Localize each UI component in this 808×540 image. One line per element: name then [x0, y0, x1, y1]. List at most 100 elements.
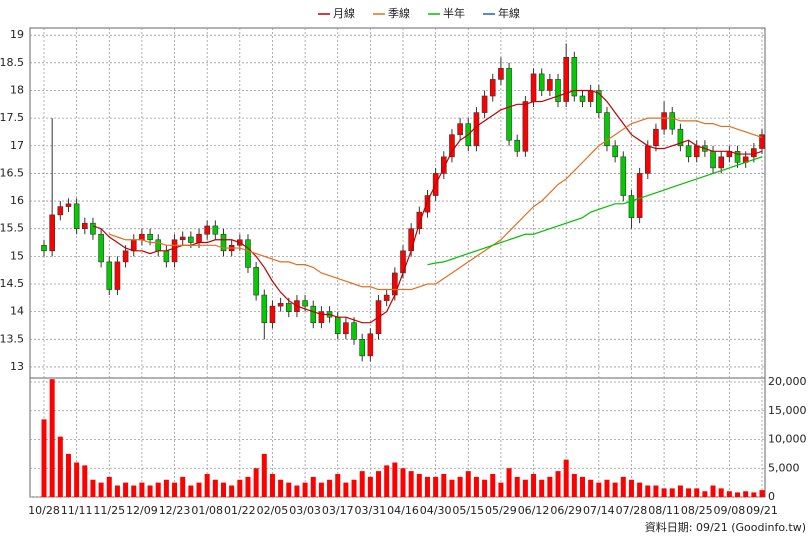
x-tick-label: 08/25	[681, 504, 713, 517]
x-tick-label: 01/22	[224, 504, 256, 517]
y-tick-label: 13	[10, 360, 24, 373]
volume-bar	[555, 471, 561, 497]
candle-body	[547, 79, 553, 91]
volume-bar	[269, 474, 275, 497]
candle-body	[139, 233, 145, 241]
volume-bar	[580, 476, 585, 497]
candle-body	[538, 73, 545, 91]
x-tick-label: 06/29	[550, 504, 582, 517]
volume-bar	[106, 476, 112, 497]
legend-label: 半年	[443, 6, 465, 20]
volume-bar	[645, 485, 651, 497]
candle-body	[334, 316, 341, 335]
volume-bar	[433, 476, 439, 497]
y2-tick-label: 5,000	[768, 461, 800, 474]
x-tick-label: 09/08	[714, 504, 746, 517]
candle-body	[122, 250, 129, 263]
volume-bar	[327, 479, 333, 497]
y-tick-label: 16.5	[0, 166, 24, 179]
volume-bar	[490, 474, 496, 497]
ma-line	[109, 117, 763, 291]
y-tick-label: 17.5	[0, 111, 24, 124]
candle-body	[171, 239, 178, 263]
y-tick-label: 13.5	[0, 332, 24, 345]
x-tick-label: 04/16	[387, 504, 419, 517]
y2-tick-label: 20,000	[768, 375, 807, 388]
plot-frame	[29, 27, 766, 498]
volume-bar	[155, 482, 161, 497]
volume-bar	[628, 479, 634, 497]
candle-body	[522, 101, 529, 152]
candle-body	[685, 145, 692, 158]
candle-body	[57, 206, 64, 216]
volume-bar	[563, 459, 569, 497]
candle-body	[514, 139, 521, 152]
candle-body	[636, 173, 643, 218]
volume-bar	[310, 476, 316, 497]
volume-bar	[408, 471, 414, 497]
volume-bar	[531, 474, 537, 497]
candle-body	[196, 233, 202, 243]
volume-bar	[90, 479, 96, 497]
volume-bar	[686, 488, 692, 497]
candle-body	[710, 151, 716, 169]
y-tick-label: 17	[10, 139, 24, 152]
y-tick-label: 15.5	[0, 222, 24, 235]
legend-label: 年線	[498, 6, 520, 20]
volume-bar	[473, 476, 479, 497]
volume-bar	[41, 419, 47, 497]
candle-body	[351, 322, 357, 340]
candle-body	[359, 338, 366, 357]
candle-body	[612, 145, 618, 158]
candle-body	[114, 261, 121, 290]
volume-bar	[702, 491, 708, 497]
volume-bar	[131, 485, 137, 497]
x-tick-label: 12/09	[126, 504, 158, 517]
volume-bar	[514, 476, 520, 497]
x-tick-label: 07/28	[616, 504, 648, 517]
volume-bar	[637, 482, 643, 497]
candle-body	[130, 239, 137, 252]
candle-body	[245, 239, 251, 268]
y-tick-label: 18	[10, 83, 24, 96]
x-tick-label: 05/29	[485, 504, 517, 517]
candle-body	[644, 145, 651, 174]
volume-bar	[498, 482, 504, 497]
volume-bar	[188, 485, 194, 497]
volume-bar	[759, 490, 765, 497]
y-tick-label: 14	[10, 305, 24, 318]
volume-bar	[506, 468, 512, 497]
volume-bar	[653, 485, 659, 497]
y2-tick-label: 0	[768, 490, 775, 503]
volume-bar	[82, 465, 88, 497]
y2-tick-label: 15,000	[768, 404, 807, 417]
candle-body	[302, 300, 308, 307]
legend-label: 季線	[388, 6, 410, 20]
candle-body	[653, 128, 659, 147]
y-tick-label: 18.5	[0, 56, 24, 69]
volume-bar	[449, 479, 455, 497]
volume-bar	[302, 482, 308, 497]
volume-bar	[359, 471, 365, 497]
volume-bar	[123, 482, 129, 497]
candle-body	[506, 68, 512, 141]
candle-body	[98, 233, 104, 263]
y2-tick-label: 10,000	[768, 433, 807, 446]
candle-body	[473, 112, 480, 147]
volume-bar	[384, 465, 390, 497]
candle-body	[669, 112, 676, 130]
candle-body	[179, 236, 186, 241]
x-tick-label: 12/23	[159, 504, 191, 517]
legend-label: 月線	[333, 6, 355, 20]
candle-body	[661, 112, 667, 130]
volume-bar	[596, 482, 602, 497]
x-tick-label: 11/11	[61, 504, 93, 517]
x-tick-label: 10/28	[28, 504, 60, 517]
volume-bar	[441, 474, 447, 497]
volume-bar	[318, 482, 324, 497]
x-tick-label: 07/14	[583, 504, 615, 517]
candle-body	[41, 244, 47, 252]
candle-body	[65, 203, 72, 207]
